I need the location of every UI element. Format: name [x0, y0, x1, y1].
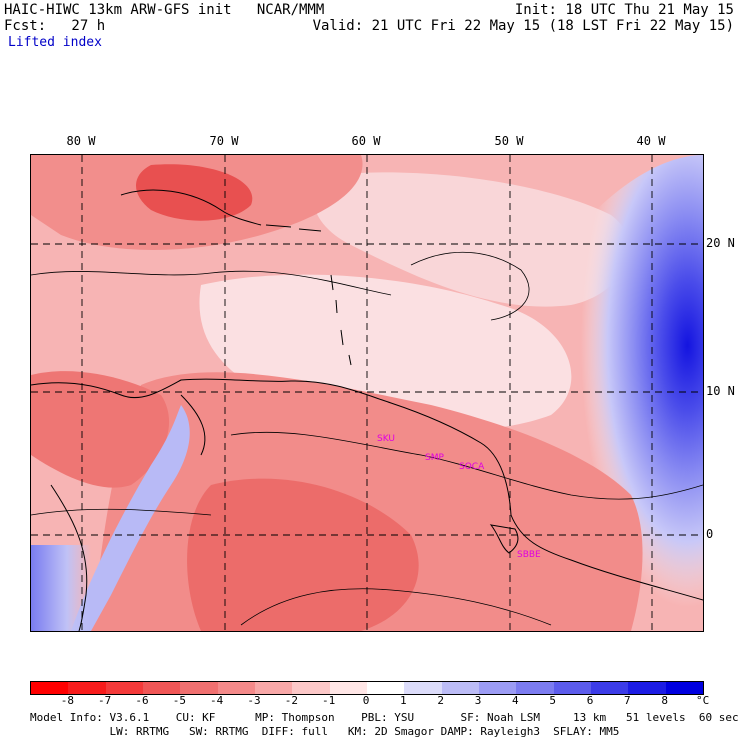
colorbar-swatch: [553, 682, 591, 694]
contour-line: [240, 588, 552, 626]
field-name: Lifted index: [8, 35, 102, 50]
colorbar-swatch: [665, 682, 703, 694]
station-label-soca: SOCA: [459, 462, 485, 472]
colorbar-swatch: [404, 682, 442, 694]
colorbar-swatch: [628, 682, 666, 694]
lat-label-20n: 20 N: [706, 236, 735, 250]
colorbar-swatch: [68, 682, 106, 694]
colorbar-tick-label: 8: [661, 694, 668, 707]
map-canvas: SKU SMP SOCA SBBE: [31, 155, 703, 631]
colorbar-unit: °C: [696, 694, 710, 707]
colorbar-swatch: [292, 682, 330, 694]
colorbar-tick-label: -1: [322, 694, 336, 707]
colorbar-ticks: -8 -7 -6 -5 -4 -3 -2 -1 0 1 2 3 4 5 6 7 8: [30, 694, 702, 708]
colorbar-tick-label: -8: [60, 694, 74, 707]
colorbar-tick-label: -4: [210, 694, 224, 707]
station-label-smp: SMP: [425, 453, 444, 463]
warm-region-central-america: [31, 371, 170, 488]
colorbar-tick-label: -6: [135, 694, 149, 707]
colorbar-tick-label: -3: [247, 694, 261, 707]
contour-line: [230, 431, 703, 500]
colorbar-swatch: [590, 682, 629, 694]
warm-core-cuba: [136, 164, 253, 221]
colorbar-tick-label: -5: [172, 694, 186, 707]
colorbar-swatch: [516, 682, 554, 694]
model-info-line1: Model Info: V3.6.1 CU: KF MP: Thompson P…: [30, 711, 739, 724]
lifted-index-map: SKU SMP SOCA SBBE: [30, 154, 704, 632]
colorbar-tick-label: 3: [474, 694, 482, 707]
contour-line: [31, 270, 392, 296]
colorbar-swatch: [217, 682, 255, 694]
colorbar-tick-label: 4: [512, 694, 519, 707]
colorbar-swatch: [31, 682, 69, 694]
coastline-lesser-antilles: [330, 274, 352, 366]
colorbar-swatch: [180, 682, 218, 694]
contour-line: [410, 251, 530, 321]
colorbar: [30, 681, 704, 695]
cool-region-east: [509, 155, 703, 631]
lat-label-10n: 10 N: [706, 384, 735, 398]
lon-label-40w: 40 W: [636, 134, 666, 148]
colorbar-tick-label: -2: [284, 694, 298, 707]
colorbar-tick-label: -7: [98, 694, 112, 707]
coastline-puerto-rico: [265, 224, 322, 232]
valid-time: Valid: 21 UTC Fri 22 May 15 (18 LST Fri …: [312, 18, 734, 34]
init-time: Init: 18 UTC Thu 21 May 15: [514, 2, 734, 18]
graticule: [31, 155, 703, 631]
colorbar-swatch: [478, 682, 517, 694]
lon-label-80w: 80 W: [66, 134, 96, 148]
coastline-greater-antilles: [120, 189, 262, 226]
colorbar-swatch: [142, 682, 181, 694]
colorbar-swatch: [366, 682, 405, 694]
lat-label-equator: 0: [706, 527, 714, 541]
coastline-marajo: [489, 524, 519, 554]
cool-strip-andes: [71, 405, 190, 631]
station-label-sbbe: SBBE: [517, 550, 541, 560]
model-info-line2: LW: RRTMG SW: RRTMG DIFF: full KM: 2D Sm…: [30, 725, 620, 738]
contour-line: [31, 508, 212, 516]
colorbar-tick-label: 0: [362, 694, 370, 707]
lon-label-70w: 70 W: [209, 134, 239, 148]
lon-label-60w: 60 W: [351, 134, 381, 148]
colorbar-tick-label: 6: [586, 694, 594, 707]
colorbar-tick-label: 2: [437, 694, 444, 707]
colorbar-swatch: [105, 682, 143, 694]
lon-label-50w: 50 W: [494, 134, 524, 148]
coastline-pacific: [50, 484, 88, 631]
model-title: HAIC-HIWC 13km ARW-GFS init NCAR/MMM: [4, 2, 325, 18]
forecast-hour: Fcst: 27 h: [4, 18, 106, 34]
colorbar-swatch: [254, 682, 293, 694]
colorbar-tick-label: 1: [400, 694, 407, 707]
coastline-maracaibo: [180, 394, 206, 456]
colorbar-tick-label: 5: [549, 694, 556, 707]
colorbar-swatch: [329, 682, 367, 694]
colorbar-tick-label: 7: [624, 694, 631, 707]
colorbar-swatch: [441, 682, 479, 694]
station-label-sku: SKU: [377, 434, 395, 444]
warm-core-amazon: [187, 478, 419, 631]
coastline-south-america: [31, 378, 703, 601]
cool-region-pacific: [31, 545, 91, 631]
